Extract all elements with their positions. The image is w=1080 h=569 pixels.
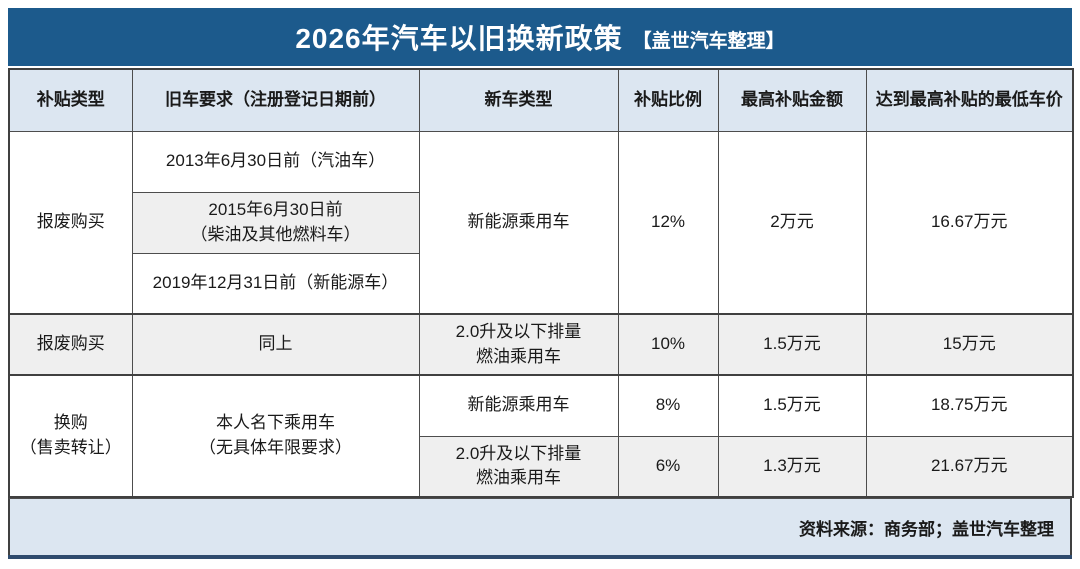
col-header-subsidy-type: 补贴类型 <box>8 68 133 132</box>
cell-subsidy-ratio: 6% <box>617 435 719 498</box>
policy-table: 补贴类型 旧车要求（注册登记日期前） 新车类型 补贴比例 最高补贴金额 达到最高… <box>8 68 1074 498</box>
col-header-new-car-type: 新车类型 <box>418 68 619 132</box>
cell-max-subsidy: 1.3万元 <box>717 435 867 498</box>
cell-subsidy-type: 报废购买 <box>8 313 133 376</box>
cell-new-car-type: 2.0升及以下排量 燃油乘用车 <box>418 435 619 498</box>
table-row: 报废购买 2013年6月30日前（汽油车） 新能源乘用车 12% 2万元 16.… <box>8 130 1074 315</box>
table-row: 2019年12月31日前（新能源车） <box>9 252 1073 315</box>
header-row: 补贴类型 旧车要求（注册登记日期前） 新车类型 补贴比例 最高补贴金额 达到最高… <box>8 68 1074 132</box>
cell-min-price: 15万元 <box>865 313 1074 376</box>
cell-new-car-type: 2.0升及以下排量 燃油乘用车 <box>418 313 619 376</box>
cell-subsidy-ratio: 10% <box>617 313 719 376</box>
cell-subsidy-type: 换购 （售卖转让） <box>8 374 133 498</box>
source-note: 资料来源：商务部；盖世汽车整理 <box>799 519 1054 539</box>
cell-max-subsidy: 2万元 <box>717 130 867 315</box>
cell-max-subsidy: 1.5万元 <box>717 313 867 376</box>
col-header-min-price: 达到最高补贴的最低车价 <box>865 68 1074 132</box>
cell-old-car-requirement: 本人名下乘用车 （无具体年限要求） <box>131 374 420 498</box>
cell-old-car-requirement: 2013年6月30日前（汽油车） <box>131 130 420 193</box>
table-row: 报废购买 同上 2.0升及以下排量 燃油乘用车 10% 1.5万元 15万元 <box>8 313 1074 376</box>
cell-old-car-requirement: 同上 <box>131 313 420 376</box>
cell-new-car-type: 新能源乘用车 <box>418 374 619 437</box>
table-row: 2.0升及以下排量 燃油乘用车 6% 1.3万元 21.67万元 <box>9 435 1074 498</box>
cell-max-subsidy: 1.5万元 <box>717 374 867 437</box>
source-note-bar: 资料来源：商务部；盖世汽车整理 <box>8 498 1072 555</box>
table-row: 2015年6月30日前 （柴油及其他燃料车） <box>9 191 1073 254</box>
cell-subsidy-type: 报废购买 <box>8 130 133 315</box>
col-header-old-car-requirement: 旧车要求（注册登记日期前） <box>131 68 420 132</box>
cell-subsidy-ratio: 12% <box>617 130 719 315</box>
cell-subsidy-ratio: 8% <box>617 374 719 437</box>
title-bar: 2026年汽车以旧换新政策 【盖世汽车整理】 <box>8 8 1072 66</box>
cell-old-car-requirement: 2019年12月31日前（新能源车） <box>131 252 420 315</box>
cell-new-car-type: 新能源乘用车 <box>418 130 619 315</box>
cell-min-price: 21.67万元 <box>865 435 1074 498</box>
page-title: 2026年汽车以旧换新政策 <box>295 23 623 54</box>
bottom-accent-bar <box>8 555 1072 559</box>
col-header-max-subsidy: 最高补贴金额 <box>717 68 867 132</box>
cell-min-price: 16.67万元 <box>865 130 1074 315</box>
cell-min-price: 18.75万元 <box>865 374 1074 437</box>
col-header-subsidy-ratio: 补贴比例 <box>617 68 719 132</box>
cell-old-car-requirement: 2015年6月30日前 （柴油及其他燃料车） <box>131 191 420 254</box>
table-row: 换购 （售卖转让） 本人名下乘用车 （无具体年限要求） 新能源乘用车 8% 1.… <box>8 374 1074 498</box>
page-title-suffix: 【盖世汽车整理】 <box>632 30 785 52</box>
